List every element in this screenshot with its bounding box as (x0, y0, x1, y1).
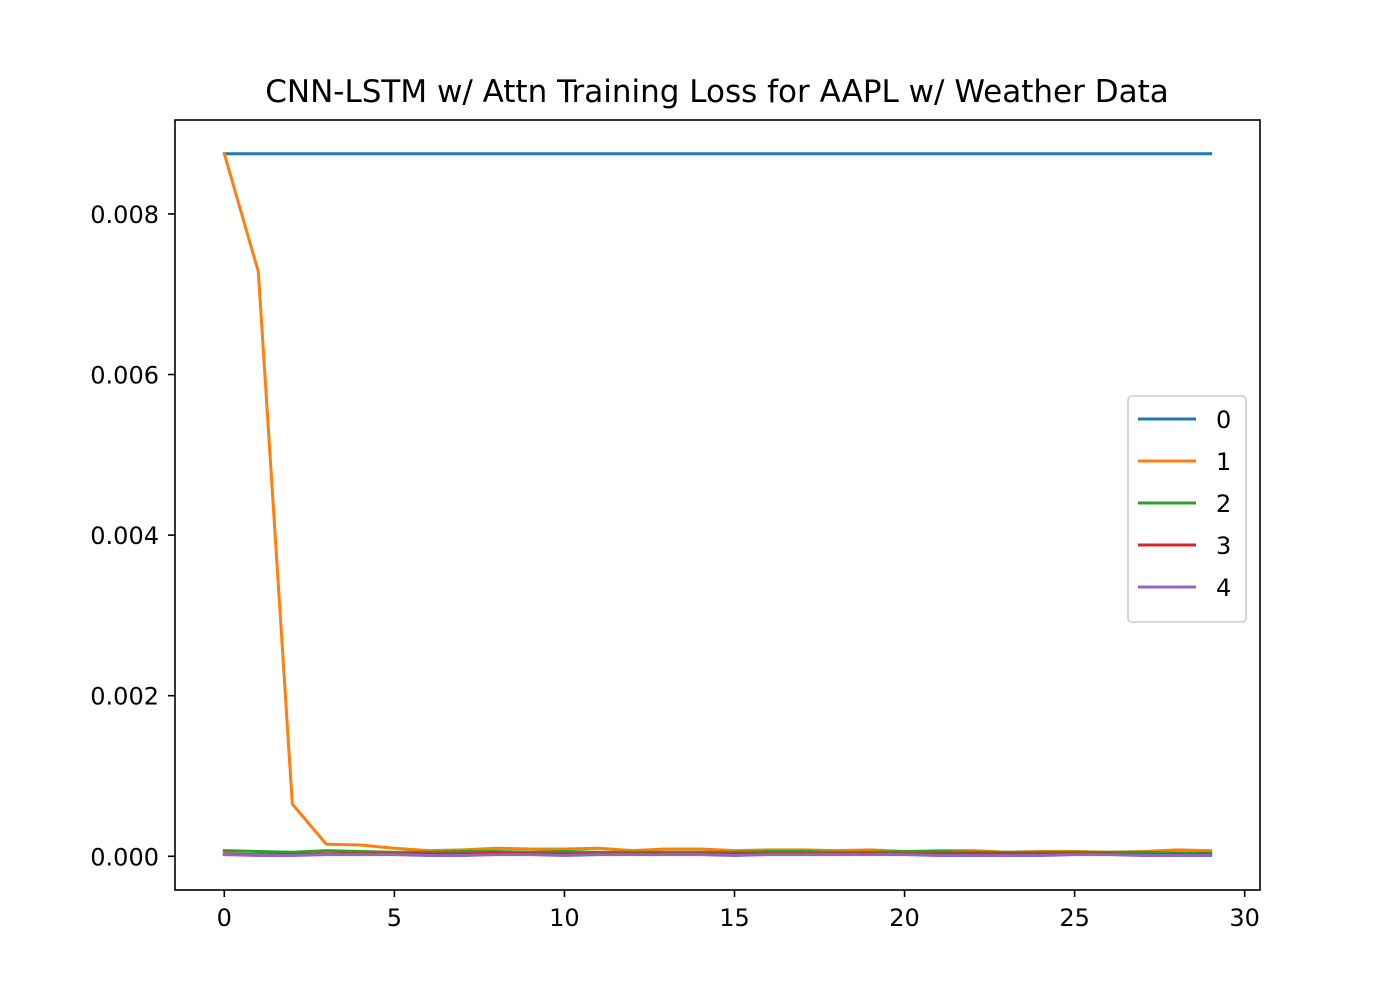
x-tick-label: 0 (217, 904, 232, 932)
legend-label-4: 4 (1216, 574, 1231, 602)
plot-frame (174, 119, 1261, 891)
y-tick-label: 0.008 (90, 201, 159, 229)
legend-label-0: 0 (1216, 406, 1231, 434)
x-tick-label: 10 (549, 904, 580, 932)
legend: 0 1 2 3 4 (1127, 395, 1247, 623)
x-tick-label: 30 (1229, 904, 1260, 932)
y-tick-label: 0.002 (90, 683, 159, 711)
x-tick-label: 15 (719, 904, 750, 932)
chart-title: CNN-LSTM w/ Attn Training Loss for AAPL … (265, 74, 1168, 110)
y-tick-label: 0.000 (90, 843, 159, 871)
series-line-2 (222, 849, 1213, 855)
series-line-4 (222, 853, 1213, 857)
legend-label-1: 1 (1216, 448, 1231, 476)
x-tick-label: 20 (889, 904, 920, 932)
legend-label-2: 2 (1216, 490, 1231, 518)
y-tick-label: 0.006 (90, 362, 159, 390)
legend-label-3: 3 (1216, 532, 1231, 560)
legend-box (1127, 395, 1247, 623)
series-layer (222, 151, 1213, 857)
x-tick-label: 5 (387, 904, 402, 932)
x-tick-label: 25 (1059, 904, 1090, 932)
y-tick-label: 0.004 (90, 522, 159, 550)
